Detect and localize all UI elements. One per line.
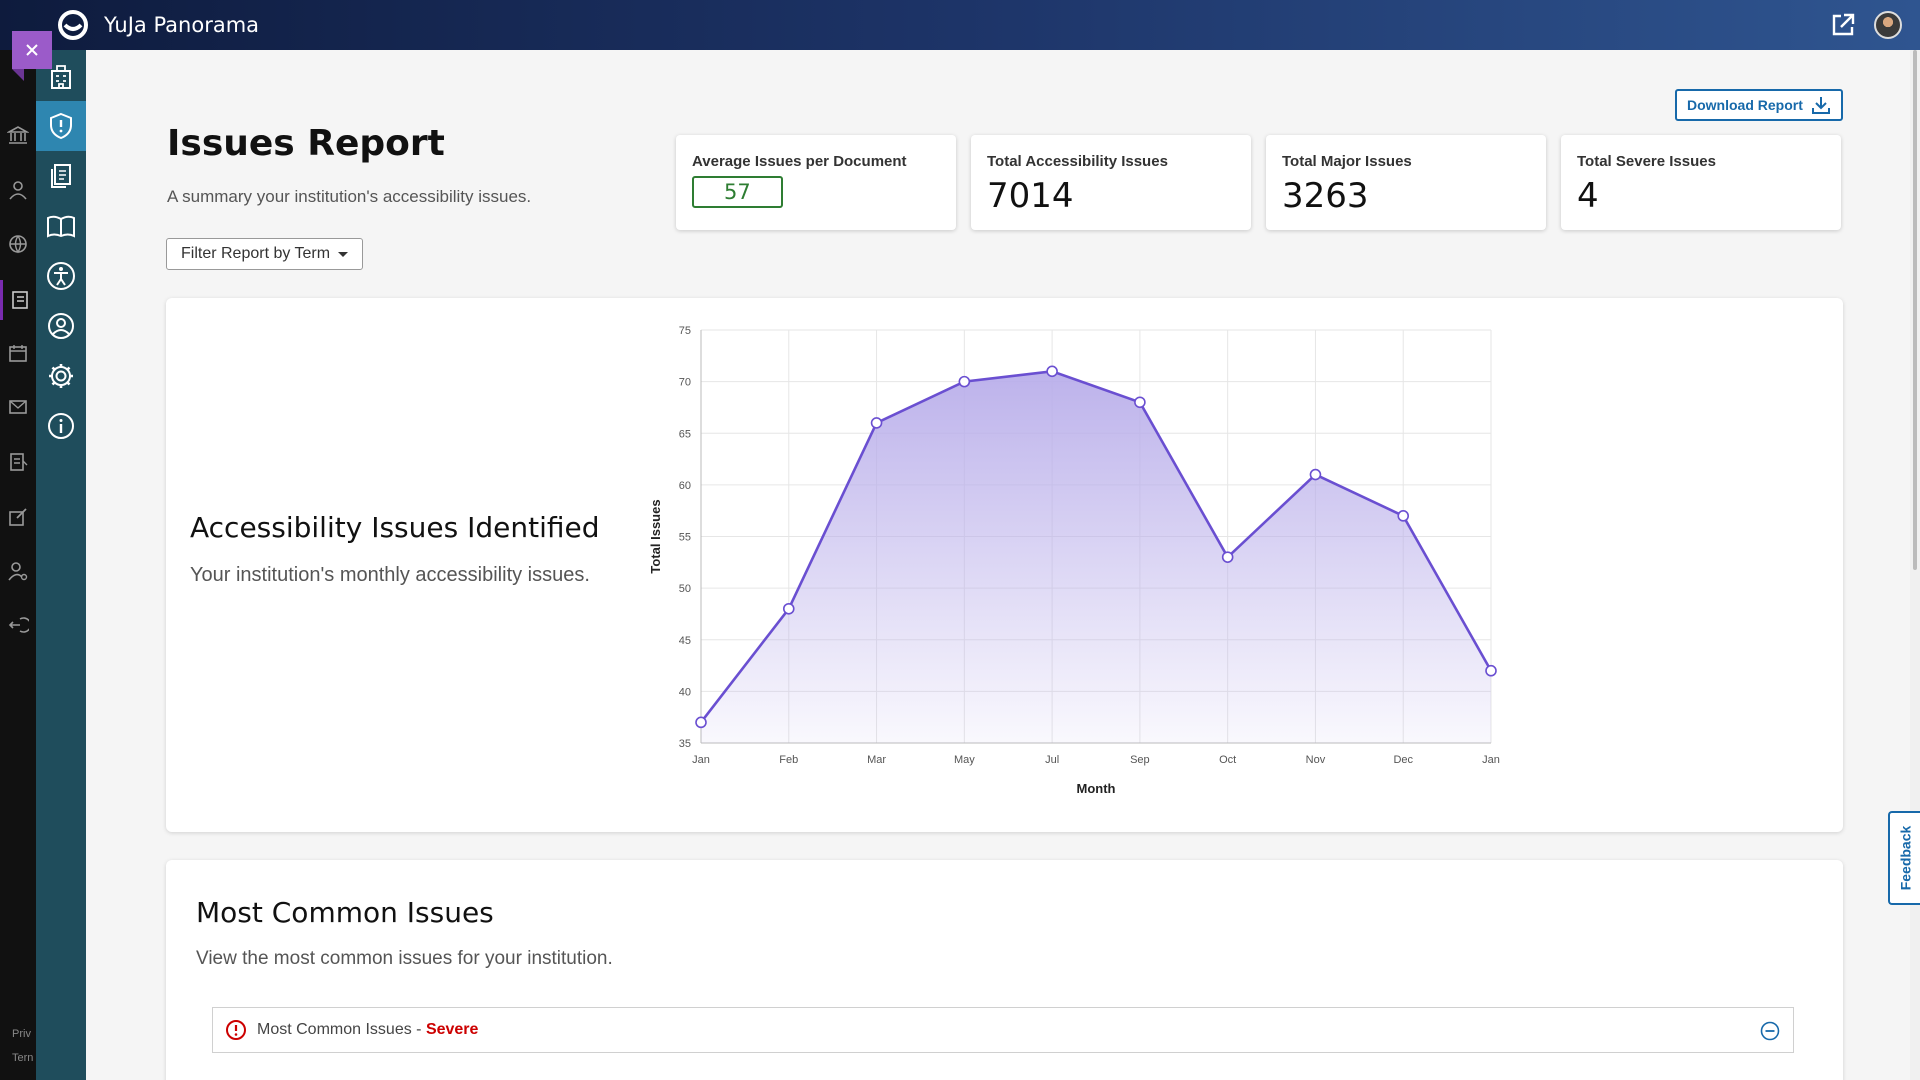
- top-bar: YuJa Panorama: [0, 0, 1920, 50]
- close-icon: [26, 44, 38, 56]
- terms-link[interactable]: Tern: [12, 1052, 34, 1064]
- nav-info-icon[interactable]: [36, 401, 86, 451]
- privacy-link[interactable]: Priv: [12, 1028, 31, 1040]
- main-content: Issues Report A summary your institution…: [86, 50, 1910, 1080]
- series-area: [701, 371, 1491, 743]
- data-point: [782, 602, 795, 615]
- nav-calendar-icon[interactable]: [0, 333, 36, 373]
- accordion-label: Most Common Issues -: [257, 1021, 426, 1038]
- y-tick-label: 75: [679, 325, 691, 337]
- nav-user-settings-icon[interactable]: [0, 551, 36, 591]
- yuja-logo-icon: [58, 10, 88, 40]
- x-tick-label: Jan: [692, 754, 710, 766]
- nav-gear-icon[interactable]: [36, 351, 86, 401]
- stat-card-major: Total Major Issues 3263: [1266, 135, 1546, 230]
- feedback-label: Feedback: [1897, 825, 1913, 891]
- stat-card-severe: Total Severe Issues 4: [1561, 135, 1841, 230]
- collapse-minus-icon[interactable]: [1759, 1020, 1781, 1042]
- alert-circle-icon: [226, 1020, 246, 1040]
- stat-value: 7014: [987, 176, 1074, 216]
- close-menu-button[interactable]: [12, 31, 52, 81]
- nav-profile-icon[interactable]: [36, 301, 86, 351]
- x-tick-label: Nov: [1306, 754, 1326, 766]
- nav-shield-icon[interactable]: [36, 101, 86, 151]
- chart-card: Accessibility Issues Identified Your ins…: [166, 298, 1843, 832]
- page-scrollbar[interactable]: [1910, 50, 1920, 1080]
- nav-building-icon[interactable]: [36, 51, 86, 101]
- series-line: [699, 369, 1493, 724]
- y-tick-label: 50: [679, 583, 691, 595]
- severe-issues-accordion[interactable]: Most Common Issues - Severe: [212, 1007, 1794, 1053]
- x-tick-label: Oct: [1219, 754, 1236, 766]
- nav-reports-icon[interactable]: [0, 280, 36, 320]
- nav-book-icon[interactable]: [36, 201, 86, 251]
- x-tick-label: Mar: [867, 754, 886, 766]
- stat-value-badge: 57: [692, 176, 783, 208]
- chart-heading: Accessibility Issues Identified: [190, 511, 600, 544]
- data-point: [870, 417, 883, 429]
- x-tick-label: Sep: [1130, 754, 1150, 766]
- stat-label: Average Issues per Document: [692, 153, 907, 170]
- filter-term-label: Filter Report by Term: [181, 245, 331, 262]
- nav-globe-icon[interactable]: [0, 224, 36, 264]
- stat-card-total: Total Accessibility Issues 7014: [971, 135, 1251, 230]
- y-tick-label: 35: [679, 738, 691, 750]
- filter-term-dropdown[interactable]: Filter Report by Term: [166, 238, 364, 270]
- nav-document-icon[interactable]: [0, 442, 36, 482]
- nav-logout-icon[interactable]: [0, 605, 36, 645]
- y-axis-title: Total Issues: [648, 499, 663, 573]
- download-report-label: Download Report: [1687, 97, 1803, 113]
- data-point: [695, 716, 707, 729]
- severity-label: Severe: [425, 1021, 479, 1038]
- common-issues-subtitle: View the most common issues for your ins…: [196, 948, 613, 969]
- user-avatar[interactable]: [1874, 11, 1902, 39]
- feedback-tab[interactable]: Feedback: [1888, 811, 1920, 905]
- stat-label: Total Major Issues: [1282, 153, 1412, 170]
- primary-nav-rail: [0, 50, 36, 1080]
- chart-subheading: Your institution's monthly accessibility…: [190, 564, 590, 586]
- y-tick-label: 65: [679, 428, 691, 440]
- nav-institution-icon[interactable]: [0, 115, 36, 155]
- x-axis-title: Month: [1077, 781, 1116, 796]
- issues-area-chart: 35 40 45 50 55 60 65 70 75 Jan Feb Mar May Jul Sep Oct N…: [648, 325, 1500, 796]
- data-point: [958, 375, 971, 388]
- x-tick-label: Dec: [1393, 754, 1413, 766]
- stat-label: Total Accessibility Issues: [987, 153, 1168, 170]
- y-tick-label: 70: [679, 377, 691, 389]
- scrollbar-thumb[interactable]: [1913, 50, 1917, 570]
- download-report-button[interactable]: Download Report: [1675, 89, 1843, 121]
- caret-down-icon: [338, 251, 349, 257]
- data-point: [1485, 664, 1497, 677]
- nav-user-icon[interactable]: [0, 170, 36, 210]
- y-tick-label: 40: [679, 686, 691, 698]
- common-issues-card: Most Common Issues View the most common …: [166, 860, 1843, 1080]
- stat-label: Total Severe Issues: [1577, 153, 1716, 170]
- data-point: [1309, 468, 1322, 481]
- x-tick-label: Jan: [1482, 754, 1500, 766]
- data-point: [1221, 551, 1234, 563]
- app-title: YuJa Panorama: [104, 13, 260, 37]
- common-issues-title: Most Common Issues: [196, 896, 494, 929]
- nav-mail-icon[interactable]: [0, 387, 36, 427]
- brand[interactable]: YuJa Panorama: [56, 0, 259, 50]
- y-tick-label: 55: [679, 532, 691, 544]
- stat-card-average: Average Issues per Document 57: [676, 135, 956, 230]
- data-point: [1134, 396, 1146, 409]
- y-tick-label: 45: [679, 635, 691, 647]
- stat-value: 3263: [1282, 176, 1369, 216]
- page-title: Issues Report: [167, 123, 445, 164]
- stat-value: 4: [1577, 176, 1599, 216]
- y-tick-label: 60: [679, 480, 691, 492]
- download-icon: [1811, 97, 1830, 114]
- nav-files-icon[interactable]: [36, 151, 86, 201]
- external-link-icon[interactable]: [1830, 12, 1856, 38]
- nav-accessibility-icon[interactable]: [36, 251, 86, 301]
- x-tick-label: Jul: [1045, 754, 1059, 766]
- data-point: [1397, 510, 1410, 522]
- page-subtitle: A summary your institution's accessibili…: [167, 187, 532, 206]
- data-point: [1046, 365, 1058, 378]
- x-tick-label: Feb: [779, 754, 798, 766]
- nav-edit-icon[interactable]: [0, 497, 36, 537]
- x-tick-label: May: [954, 754, 975, 766]
